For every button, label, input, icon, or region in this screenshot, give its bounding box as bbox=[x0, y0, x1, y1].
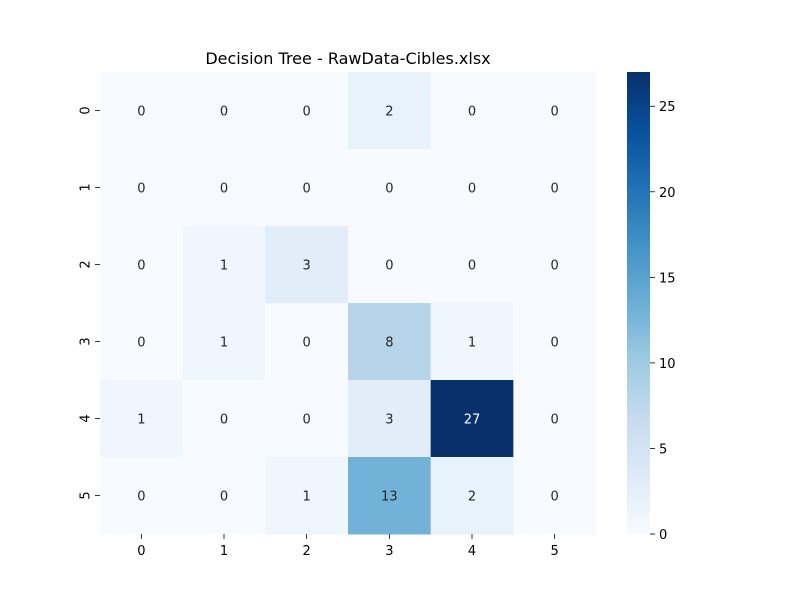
x-axis: 0 1 2 3 4 5 bbox=[137, 534, 559, 559]
heatmap-cell-2-2 bbox=[265, 226, 349, 304]
cell-value-label-1-0: 0 bbox=[137, 182, 145, 197]
y-tick-label-5: 5 bbox=[79, 491, 94, 499]
cell-value-label-1-1: 0 bbox=[220, 182, 228, 197]
heatmap-cell-4-0 bbox=[100, 380, 184, 458]
heatmap-cell-5-3 bbox=[348, 457, 432, 535]
cell-value-label-0-2: 0 bbox=[303, 105, 311, 120]
heatmap-cell-2-4 bbox=[430, 226, 514, 304]
cell-value-label-0-5: 0 bbox=[551, 105, 559, 120]
cell-value-label-0-1: 0 bbox=[220, 105, 228, 120]
cell-value-label-2-5: 0 bbox=[551, 259, 559, 274]
cell-value-label-3-1: 1 bbox=[220, 336, 228, 351]
heatmap-cell-5-2 bbox=[265, 457, 349, 535]
heatmap-cell-2-0 bbox=[100, 226, 184, 304]
cell-value-label-2-2: 3 bbox=[303, 259, 311, 274]
heatmap-cell-4-4 bbox=[430, 380, 514, 458]
cell-value-label-5-0: 0 bbox=[137, 490, 145, 505]
cell-value-label-3-5: 0 bbox=[551, 336, 559, 351]
cell-value-label-1-5: 0 bbox=[551, 182, 559, 197]
cell-value-label-4-4: 27 bbox=[464, 413, 481, 428]
colorbar-tick-label-4: 20 bbox=[659, 186, 676, 201]
x-tick-label-0: 0 bbox=[137, 544, 145, 559]
colorbar-gradient bbox=[627, 72, 650, 534]
cell-value-label-3-0: 0 bbox=[137, 336, 145, 351]
heatmap-cell-3-2 bbox=[265, 303, 349, 381]
cell-value-label-2-4: 0 bbox=[468, 259, 476, 274]
heatmap-cell-3-5 bbox=[513, 303, 597, 381]
heatmap-cell-4-2 bbox=[265, 380, 349, 458]
heatmap-cell-3-4 bbox=[430, 303, 514, 381]
heatmap-cell-2-5 bbox=[513, 226, 597, 304]
colorbar-tick-label-2: 10 bbox=[659, 357, 676, 372]
heatmap-cell-0-1 bbox=[182, 72, 266, 150]
heatmap-cell-0-4 bbox=[430, 72, 514, 150]
y-tick-label-2: 2 bbox=[79, 260, 94, 268]
y-tick-label-3: 3 bbox=[79, 337, 94, 345]
heatmap-cell-5-1 bbox=[182, 457, 266, 535]
cell-value-label-1-3: 0 bbox=[385, 182, 393, 197]
heatmap-cell-3-1 bbox=[182, 303, 266, 381]
heatmap-cell-1-2 bbox=[265, 149, 349, 227]
cell-value-label-4-2: 0 bbox=[303, 413, 311, 428]
heatmap-cell-4-5 bbox=[513, 380, 597, 458]
heatmap-cell-2-3 bbox=[348, 226, 432, 304]
cell-value-label-0-0: 0 bbox=[137, 105, 145, 120]
colorbar-tick-label-5: 25 bbox=[659, 100, 676, 115]
heatmap-cell-2-1 bbox=[182, 226, 266, 304]
heatmap-cell-4-3 bbox=[348, 380, 432, 458]
y-tick-label-1: 1 bbox=[79, 183, 94, 191]
x-tick-label-5: 5 bbox=[551, 544, 559, 559]
cell-value-label-0-4: 0 bbox=[468, 105, 476, 120]
cell-value-label-2-0: 0 bbox=[137, 259, 145, 274]
heatmap-cell-0-2 bbox=[265, 72, 349, 150]
y-tick-label-4: 4 bbox=[79, 414, 94, 422]
cell-value-label-4-5: 0 bbox=[551, 413, 559, 428]
chart-title: Decision Tree - RawData-Cibles.xlsx bbox=[205, 49, 490, 68]
x-tick-label-2: 2 bbox=[303, 544, 311, 559]
colorbar: 0 5 10 15 20 25 bbox=[627, 72, 676, 543]
heatmap-cell-1-5 bbox=[513, 149, 597, 227]
x-tick-label-1: 1 bbox=[220, 544, 228, 559]
heatmap-cell-5-0 bbox=[100, 457, 184, 535]
x-tick-label-4: 4 bbox=[468, 544, 476, 559]
cell-value-label-2-3: 0 bbox=[385, 259, 393, 274]
cell-value-label-5-5: 0 bbox=[551, 490, 559, 505]
cell-value-label-3-2: 0 bbox=[303, 336, 311, 351]
heatmap-cell-4-1 bbox=[182, 380, 266, 458]
heatmap-cell-3-3 bbox=[348, 303, 432, 381]
heatmap-cell-0-0 bbox=[100, 72, 184, 150]
heatmap-cell-5-4 bbox=[430, 457, 514, 535]
heatmap-cell-0-5 bbox=[513, 72, 597, 150]
cell-value-label-1-4: 0 bbox=[468, 182, 476, 197]
cell-value-label-3-3: 8 bbox=[385, 336, 393, 351]
colorbar-tick-label-0: 0 bbox=[659, 528, 667, 543]
cell-value-label-5-4: 2 bbox=[468, 490, 476, 505]
colorbar-tick-label-3: 15 bbox=[659, 271, 676, 286]
cell-value-label-5-3: 13 bbox=[381, 490, 398, 505]
cell-value-label-2-1: 1 bbox=[220, 259, 228, 274]
heatmap-cell-3-0 bbox=[100, 303, 184, 381]
cell-value-label-4-1: 0 bbox=[220, 413, 228, 428]
heatmap-cell-1-1 bbox=[182, 149, 266, 227]
heatmap-cells: 0 0 0 2 0 00 0 0 0 0 00 1 3 0 0 00 1 0 8 1 01 0 0 3 27 00 0 1 13 2 0 bbox=[100, 72, 597, 535]
cell-value-label-4-3: 3 bbox=[385, 413, 393, 428]
cell-value-label-5-1: 0 bbox=[220, 490, 228, 505]
cell-value-label-3-4: 1 bbox=[468, 336, 476, 351]
heatmap-cell-1-0 bbox=[100, 149, 184, 227]
heatmap-cell-5-5 bbox=[513, 457, 597, 535]
cell-value-label-5-2: 1 bbox=[303, 490, 311, 505]
x-tick-label-3: 3 bbox=[385, 544, 393, 559]
heatmap-cell-0-3 bbox=[348, 72, 432, 150]
heatmap-cell-1-4 bbox=[430, 149, 514, 227]
cell-value-label-0-3: 2 bbox=[385, 105, 393, 120]
colorbar-tick-label-1: 5 bbox=[659, 442, 667, 457]
cell-value-label-1-2: 0 bbox=[303, 182, 311, 197]
y-tick-label-0: 0 bbox=[79, 106, 94, 114]
heatmap-cell-1-3 bbox=[348, 149, 432, 227]
y-axis: 0 1 2 3 4 5 bbox=[79, 106, 100, 500]
cell-value-label-4-0: 1 bbox=[137, 413, 145, 428]
